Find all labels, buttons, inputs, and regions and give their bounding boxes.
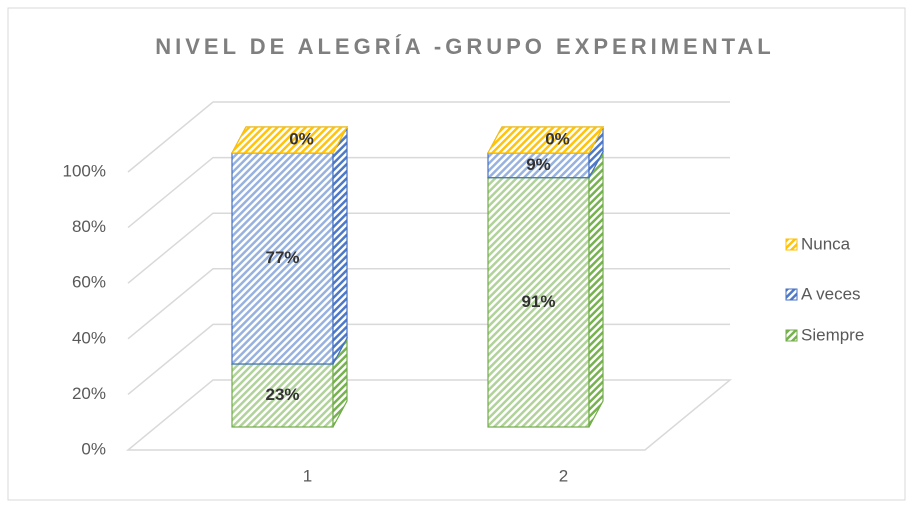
data-label: 0%	[289, 129, 314, 148]
bar	[231, 363, 334, 428]
data-label: 23%	[265, 385, 299, 404]
data-label: 9%	[526, 155, 551, 174]
bar	[487, 152, 590, 179]
x-tick-label: 1	[303, 466, 312, 485]
y-tick-label: 20%	[72, 384, 106, 403]
legend-swatch	[785, 238, 798, 251]
legend-swatch	[785, 329, 798, 342]
legend-label: A veces	[801, 284, 861, 303]
bar-side	[588, 151, 604, 428]
bar-top	[230, 126, 349, 154]
y-tick-label: 0%	[81, 439, 106, 458]
floor	[125, 379, 733, 451]
data-label: 77%	[265, 248, 299, 267]
legend-label: Nunca	[801, 234, 851, 253]
data-label: 91%	[521, 292, 555, 311]
y-tick-label: 40%	[72, 328, 106, 347]
bar-side	[332, 126, 348, 365]
y-tick-label: 60%	[72, 273, 106, 292]
chart-title: NIVEL DE ALEGRÍA -GRUPO EXPERIMENTAL	[155, 34, 774, 59]
y-tick-label: 80%	[72, 217, 106, 236]
bar	[487, 177, 590, 428]
legend-label: Siempre	[801, 325, 864, 344]
chart-border	[7, 7, 906, 501]
x-tick-label: 2	[559, 466, 568, 485]
legend-swatch	[785, 288, 798, 301]
y-tick-label: 100%	[63, 161, 106, 180]
data-label: 0%	[545, 129, 570, 148]
bar-top	[486, 126, 605, 154]
grid-line	[127, 101, 730, 173]
bar	[231, 152, 334, 365]
